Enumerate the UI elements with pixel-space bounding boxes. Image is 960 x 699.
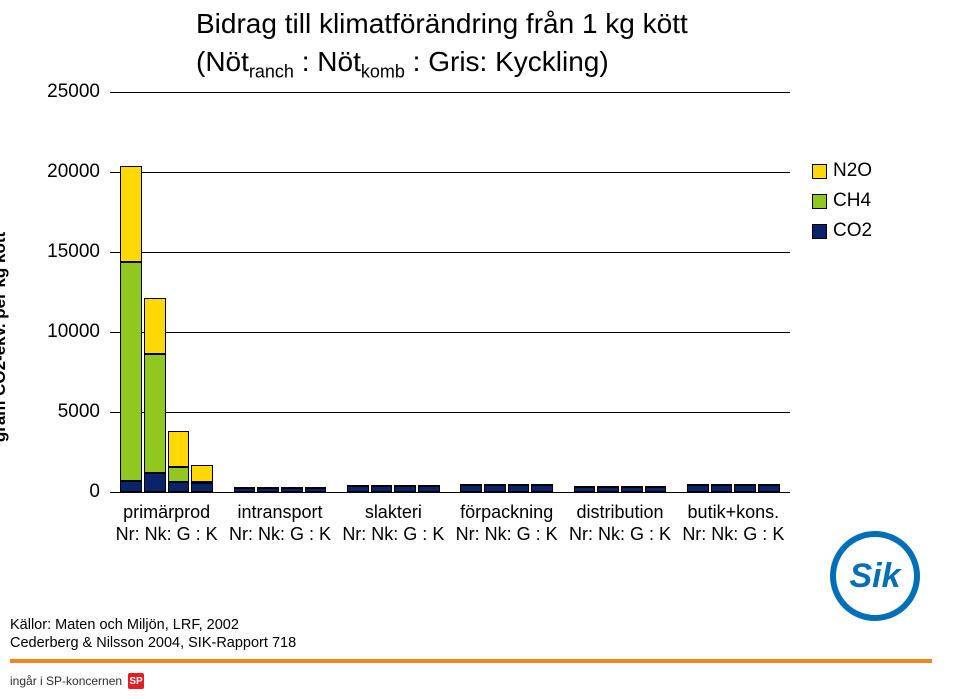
bar-segment-ch4	[144, 354, 166, 472]
sp-badge-icon: SP	[128, 673, 144, 689]
sources-block: Källor: Maten och Miljön, LRF, 2002 Cede…	[10, 616, 296, 653]
category-group: distributionNr: Nk: G : K	[563, 92, 676, 492]
bar-segment-n2o	[621, 486, 643, 488]
category-group: intransportNr: Nk: G : K	[223, 92, 336, 492]
chart-title-line2: (Nötranch : Nötkomb : Gris: Kyckling)	[196, 44, 688, 84]
bar-segment-n2o	[418, 485, 440, 487]
category-group: slakteriNr: Nk: G : K	[337, 92, 450, 492]
bar-segment-co2	[144, 473, 166, 492]
bar-segment-ch4	[120, 262, 142, 481]
bar-segment-n2o	[531, 484, 553, 486]
bar-segment-n2o	[711, 484, 733, 486]
legend-item: N2O	[812, 160, 872, 182]
source-line-2: Cederberg & Nilsson 2004, SIK-Rapport 71…	[10, 634, 296, 653]
chart-title: Bidrag till klimatförändring från 1 kg k…	[196, 6, 688, 83]
bar-segment-n2o	[144, 298, 166, 354]
bar-segment-n2o	[371, 485, 393, 487]
legend-item: CO2	[812, 220, 872, 242]
y-tick: 25000	[47, 81, 100, 103]
bar-segment-n2o	[574, 486, 596, 488]
bar-segment-n2o	[460, 484, 482, 486]
bar-segment-n2o	[305, 487, 327, 489]
bar-segment-co2	[168, 482, 190, 492]
legend-label: CO2	[833, 220, 872, 242]
bar-segment-ch4	[168, 467, 190, 481]
bar-segment-n2o	[394, 485, 416, 487]
y-tick: 5000	[58, 401, 100, 423]
legend-swatch-icon	[812, 224, 827, 239]
x-axis-label: butik+kons.Nr: Nk: G : K	[620, 492, 847, 546]
x-label-line1: butik+kons.	[620, 502, 847, 524]
bar-segment-n2o	[168, 431, 190, 467]
bar-segment-n2o	[191, 465, 213, 482]
bar-segment-n2o	[257, 487, 279, 489]
bar-segment-n2o	[120, 166, 142, 262]
y-tick: 15000	[47, 241, 100, 263]
affiliation-text: ingår i SP-koncernen	[10, 674, 122, 688]
legend-swatch-icon	[812, 194, 827, 209]
bar-segment-n2o	[508, 484, 530, 486]
bar-segment-n2o	[484, 484, 506, 486]
chart-title-line1: Bidrag till klimatförändring från 1 kg k…	[196, 6, 688, 42]
legend-label: CH4	[833, 190, 871, 212]
source-line-1: Källor: Maten och Miljön, LRF, 2002	[10, 616, 296, 635]
bar-segment-n2o	[645, 486, 667, 488]
bar-segment-n2o	[687, 484, 709, 486]
accent-underline	[10, 659, 932, 663]
category-group: förpackningNr: Nk: G : K	[450, 92, 563, 492]
sik-logo-text: Sik	[849, 557, 900, 596]
category-group: primärprodNr: Nk: G : K	[110, 92, 223, 492]
bar-segment-co2	[120, 481, 142, 492]
y-axis-label: gram CO2-ekv. per kg kött	[0, 232, 10, 442]
x-label-line2: Nr: Nk: G : K	[620, 524, 847, 546]
bar-segment-n2o	[597, 486, 619, 488]
chart-container: gram CO2-ekv. per kg kött 05000100001500…	[10, 92, 950, 582]
page-root: Bidrag till klimatförändring från 1 kg k…	[0, 0, 960, 699]
bar-segment-n2o	[734, 484, 756, 486]
bar-segment-co2	[191, 483, 213, 492]
legend-item: CH4	[812, 190, 872, 212]
y-tick: 10000	[47, 321, 100, 343]
sik-logo-icon: Sik	[830, 531, 920, 621]
category-group: butik+kons.Nr: Nk: G : K	[677, 92, 790, 492]
plot-area: 0500010000150002000025000primärprodNr: N…	[110, 92, 790, 492]
bar-segment-ch4	[191, 482, 213, 484]
bar-segment-n2o	[234, 487, 256, 489]
affiliation: ingår i SP-koncernen SP	[10, 673, 144, 689]
legend-label: N2O	[833, 160, 872, 182]
y-tick: 20000	[47, 161, 100, 183]
legend: N2O CH4 CO2	[812, 152, 872, 250]
bar-segment-n2o	[347, 485, 369, 487]
legend-swatch-icon	[812, 164, 827, 179]
bar-segment-n2o	[758, 484, 780, 486]
bar-segment-n2o	[281, 487, 303, 489]
